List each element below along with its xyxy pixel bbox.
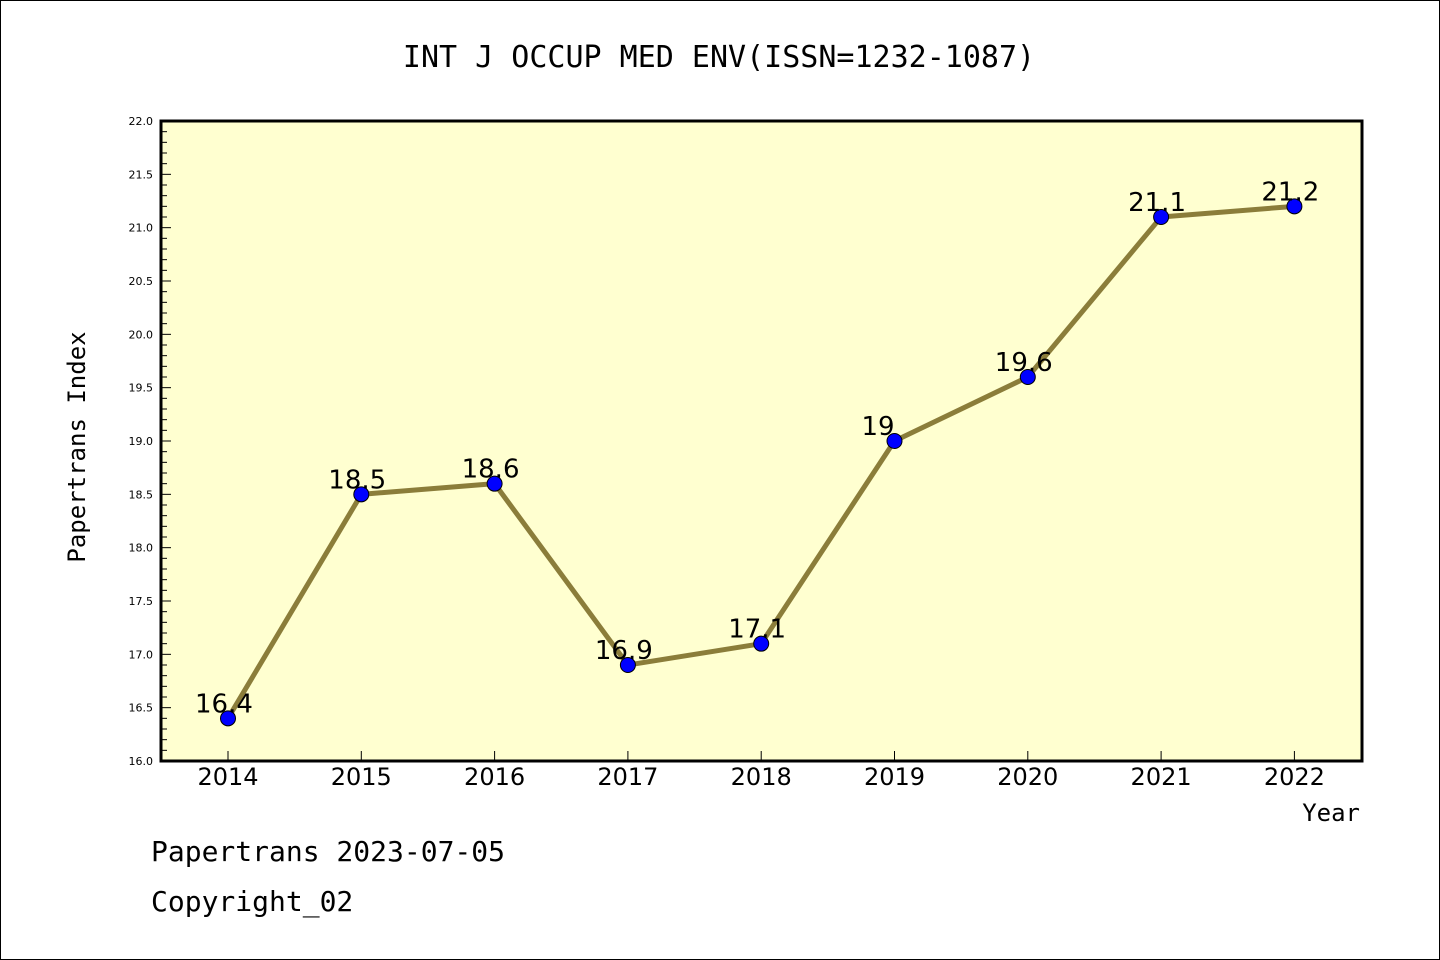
data-label: 19 [862, 412, 895, 442]
y-axis-label: Papertrans Index [63, 331, 91, 562]
footer-date: Papertrans 2023-07-05 [151, 835, 506, 868]
y-tick-label: 18.5 [129, 488, 154, 501]
x-tick-label: 2014 [197, 763, 258, 791]
data-point [353, 486, 370, 503]
x-axis-label: Year [1302, 799, 1360, 827]
data-point [886, 433, 903, 449]
footer-copyright: Copyright_02 [151, 885, 354, 918]
x-tick-label: 2021 [1131, 763, 1192, 791]
y-tick-label: 22.0 [129, 115, 154, 128]
data-point [753, 635, 770, 652]
data-label: 16.9 [595, 636, 653, 666]
y-axis: 16.0 16.5 17.0 17.5 18.0 18.5 19.0 19.5 20.0 20.5… [129, 115, 171, 768]
data-points [220, 198, 1303, 727]
y-tick-label: 20.5 [129, 275, 154, 288]
data-point [1286, 198, 1303, 215]
y-tick-label: 16.5 [129, 702, 154, 715]
y-tick-label: 19.0 [129, 435, 154, 448]
data-point [486, 475, 503, 492]
x-axis: 2014 2015 2016 2017 2018 2019 2020 2021 2022 [197, 751, 1325, 791]
y-tick-label: 19.5 [129, 382, 154, 395]
y-tick-label: 21.5 [129, 168, 154, 181]
data-label: 18.6 [462, 455, 520, 485]
y-tick-label: 20.0 [129, 328, 154, 341]
data-point [1019, 369, 1036, 385]
x-tick-label: 2018 [731, 763, 792, 791]
y-tick-label: 18.0 [129, 542, 154, 555]
data-label: 21.2 [1261, 177, 1319, 207]
x-tick-label: 2017 [597, 763, 658, 791]
y-tick-label: 16.0 [129, 755, 154, 768]
y-tick-label: 21.0 [129, 222, 154, 235]
x-tick-label: 2022 [1264, 763, 1325, 791]
y-tick-label: 17.5 [129, 595, 154, 608]
x-tick-label: 2020 [997, 763, 1058, 791]
data-label: 19.6 [995, 348, 1053, 378]
data-labels: 16.4 18.5 18.6 16.9 17.1 19 19.6 21.1 21.2 [195, 177, 1319, 719]
data-label: 17.1 [728, 615, 786, 645]
data-point [220, 710, 236, 727]
data-label: 21.1 [1128, 188, 1186, 218]
x-tick-label: 2015 [331, 763, 392, 791]
chart-title: INT J OCCUP MED ENV(ISSN=1232-1087) [403, 40, 1035, 75]
data-label: 18.5 [328, 465, 386, 495]
x-tick-label: 2016 [464, 763, 525, 791]
data-label: 16.4 [195, 689, 253, 719]
plot-area [159, 119, 1364, 763]
data-point [1153, 209, 1170, 225]
y-tick-label: 17.0 [129, 648, 154, 661]
data-point [619, 657, 636, 673]
x-tick-label: 2019 [864, 763, 925, 791]
